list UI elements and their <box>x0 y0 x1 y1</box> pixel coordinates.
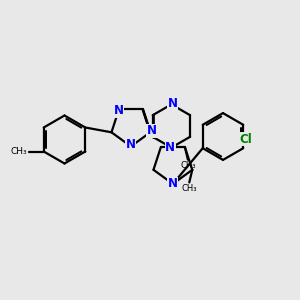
Text: CH₃: CH₃ <box>180 161 196 170</box>
Text: N: N <box>126 138 136 151</box>
Text: CH₃: CH₃ <box>11 147 27 156</box>
Text: Cl: Cl <box>240 133 253 146</box>
Text: N: N <box>168 177 178 190</box>
Text: CH₃: CH₃ <box>182 184 197 193</box>
Text: N: N <box>114 104 124 117</box>
Text: N: N <box>168 97 178 110</box>
Text: N: N <box>165 141 175 154</box>
Text: N: N <box>146 124 157 137</box>
